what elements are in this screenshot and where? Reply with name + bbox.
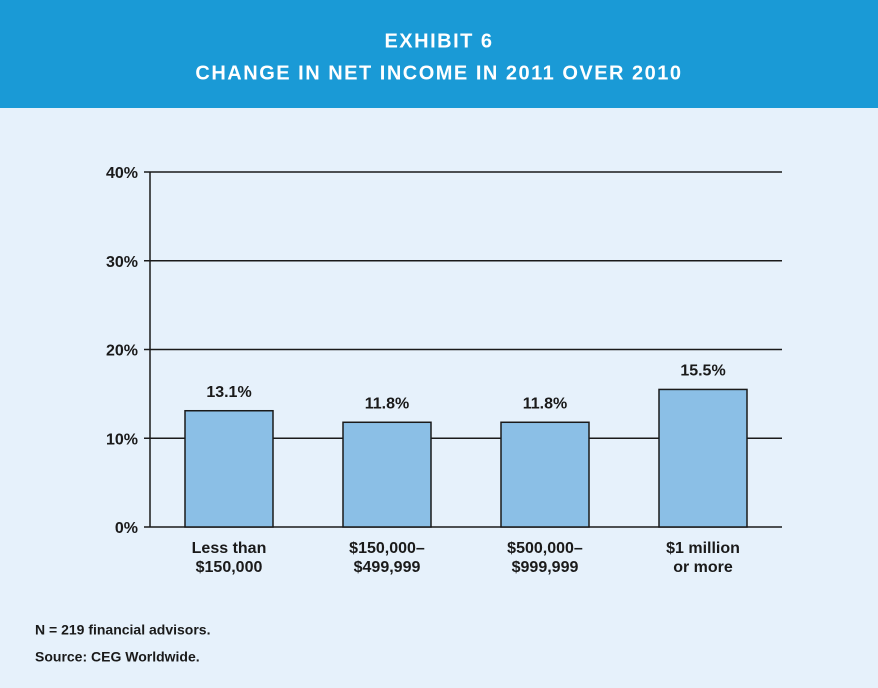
y-tick-label: 30% <box>106 254 138 271</box>
x-tick-label: $150,000– <box>349 540 425 557</box>
bar <box>500 421 590 528</box>
y-tick-label: 40% <box>106 165 138 182</box>
y-tick-label: 0% <box>115 520 138 537</box>
footnote: Source: CEG Worldwide. <box>35 649 200 665</box>
bar <box>342 421 432 528</box>
x-tick-label: or more <box>673 559 733 576</box>
value-label: 11.8% <box>523 395 567 412</box>
bar <box>658 388 748 528</box>
y-tick-label: 20% <box>106 343 138 360</box>
x-tick-label: $150,000 <box>196 559 263 576</box>
header-band <box>0 0 878 108</box>
value-label: 11.8% <box>365 395 409 412</box>
bar <box>184 409 274 528</box>
footnote: N = 219 financial advisors. <box>35 622 210 638</box>
x-tick-label: $499,999 <box>354 559 421 576</box>
x-tick-label: Less than <box>192 540 267 557</box>
value-label: 15.5% <box>680 363 725 380</box>
x-tick-label: $1 million <box>666 540 740 557</box>
chart-title: EXHIBIT 6 <box>384 30 493 52</box>
x-tick-label: $999,999 <box>512 559 579 576</box>
x-tick-label: $500,000– <box>507 540 583 557</box>
chart-subtitle: CHANGE IN NET INCOME IN 2011 OVER 2010 <box>195 62 682 84</box>
y-tick-label: 10% <box>106 431 138 448</box>
value-label: 13.1% <box>206 384 251 401</box>
